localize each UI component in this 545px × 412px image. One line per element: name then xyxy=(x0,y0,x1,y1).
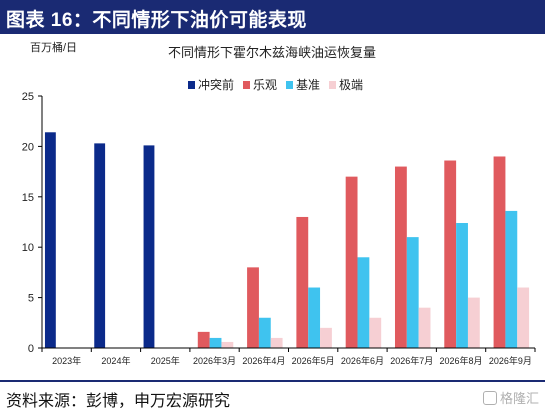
bar-极端-2026年6月 xyxy=(369,317,382,348)
y-tick-label: 0 xyxy=(28,343,34,355)
bar-冲突前-2023年 xyxy=(44,132,56,348)
figure-footer: 资料来源：彭博，申万宏源研究 格隆汇 xyxy=(0,380,545,412)
bar-极端-2026年5月 xyxy=(320,327,332,348)
legend-swatch-基准 xyxy=(286,81,293,89)
bar-极端-2026年4月 xyxy=(270,337,283,348)
figure-header: 图表 16：不同情形下油价可能表现 xyxy=(0,0,545,34)
bar-基准-2026年7月 xyxy=(406,237,419,348)
y-tick-label: 20 xyxy=(22,141,34,153)
legend-label: 极端 xyxy=(339,78,363,92)
x-tick-label: 2026年5月 xyxy=(292,355,335,366)
legend-swatch-乐观 xyxy=(243,81,250,89)
bar-基准-2026年6月 xyxy=(357,257,370,348)
x-tick-label: 2024年 xyxy=(101,355,130,366)
y-tick-label: 5 xyxy=(28,293,34,305)
source-note: 资料来源：彭博，申万宏源研究 xyxy=(6,393,231,410)
x-tick-label: 2026年3月 xyxy=(193,355,236,366)
bar-乐观-2026年6月 xyxy=(345,176,358,348)
chart-area: 百万桶/日 不同情形下霍尔木兹海峡油运恢复量 冲突前 乐观 基准 极端 0 5 10 15 2… xyxy=(0,34,545,380)
bar-冲突前-2024年 xyxy=(94,143,106,348)
bar-乐观-2026年4月 xyxy=(247,267,259,348)
legend-label: 乐观 xyxy=(253,78,277,92)
bar-基准-2026年5月 xyxy=(308,287,321,348)
legend-swatch-极端 xyxy=(329,81,336,89)
x-tick-label: 2023年 xyxy=(52,355,81,366)
watermark-text: 格隆汇 xyxy=(499,391,539,406)
bar-冲突前-2025年 xyxy=(143,145,155,348)
y-tick-label: 10 xyxy=(22,242,34,254)
chart-legend: 冲突前 乐观 基准 极端 xyxy=(188,77,363,92)
watermark-logo-icon xyxy=(482,390,497,405)
bar-chart: 百万桶/日 不同情形下霍尔木兹海峡油运恢复量 冲突前 乐观 基准 极端 0 5 10 15 2… xyxy=(22,40,536,366)
bar-乐观-2026年8月 xyxy=(444,160,457,348)
watermark: 格隆汇 xyxy=(482,388,539,407)
y-tick-label: 15 xyxy=(22,192,34,204)
bar-基准-2026年8月 xyxy=(456,223,468,348)
legend-label: 冲突前 xyxy=(198,77,234,92)
bar-乐观-2026年5月 xyxy=(296,216,309,348)
bar-极端-2026年7月 xyxy=(418,307,431,348)
y-axis-label: 百万桶/日 xyxy=(30,40,77,54)
x-tick-label: 2026年6月 xyxy=(341,355,384,366)
bar-基准-2026年4月 xyxy=(258,317,271,348)
bar-乐观-2026年7月 xyxy=(394,166,407,348)
bar-乐观-2026年9月 xyxy=(493,156,506,348)
bar-极端-2026年9月 xyxy=(517,287,530,348)
x-tick-label: 2025年 xyxy=(151,355,180,366)
legend-label: 基准 xyxy=(296,78,320,92)
bar-基准-2026年9月 xyxy=(505,210,518,348)
x-tick-label: 2026年4月 xyxy=(242,355,285,366)
x-tick-label: 2026年9月 xyxy=(489,355,532,366)
x-tick-label: 2026年7月 xyxy=(390,355,433,366)
chart-axes: 0 5 10 15 20 25 2023年 2024年 2025年 2026年3月 2026年4月 2… xyxy=(22,91,536,366)
bar-基准-2026年3月 xyxy=(209,337,222,348)
figure-title: 图表 16：不同情形下油价可能表现 xyxy=(6,10,307,31)
chart-title: 不同情形下霍尔木兹海峡油运恢复量 xyxy=(168,45,376,60)
legend-swatch-冲突前 xyxy=(188,81,195,89)
x-tick-label: 2026年8月 xyxy=(440,355,483,366)
y-tick-label: 25 xyxy=(22,91,34,103)
bar-极端-2026年3月 xyxy=(221,341,234,348)
bar-marks xyxy=(44,132,530,348)
bar-极端-2026年8月 xyxy=(467,297,480,348)
bar-乐观-2026年3月 xyxy=(197,331,210,348)
